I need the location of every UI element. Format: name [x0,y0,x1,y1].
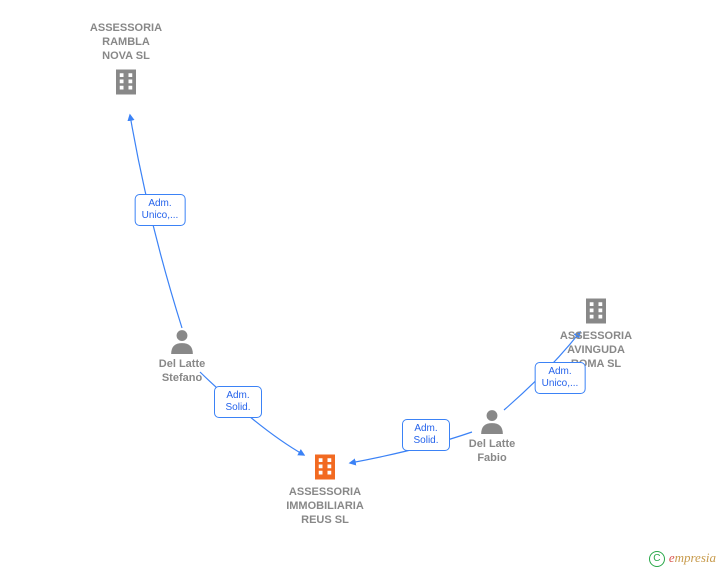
node-assessoria-rambla-nova[interactable]: ASSESSORIA RAMBLA NOVA SL [66,22,186,97]
edge-label: Adm. Unico,... [535,362,586,394]
edge-label: Adm. Solid. [214,386,262,418]
diagram-canvas: ASSESSORIA RAMBLA NOVA SL Del Latte Stef… [0,0,728,575]
node-del-latte-fabio[interactable]: Del Latte Fabio [432,406,552,466]
copyright-icon: C [649,551,665,567]
edge-label: Adm. Unico,... [135,194,186,226]
person-icon [479,406,505,436]
building-icon [111,67,141,97]
node-label: ASSESSORIA RAMBLA NOVA SL [66,22,186,63]
node-assessoria-immobiliaria-reus[interactable]: ASSESSORIA IMMOBILIARIA REUS SL [265,452,385,527]
edge-label: Adm. Solid. [402,419,450,451]
person-icon [169,326,195,356]
node-label: Del Latte Fabio [432,438,552,466]
node-label: ASSESSORIA IMMOBILIARIA REUS SL [265,486,385,527]
building-icon [310,452,340,482]
node-label: Del Latte Stefano [122,358,242,386]
copyright: Cempresia [649,550,716,567]
node-assessoria-avinguda-roma[interactable]: ASSESSORIA AVINGUDA ROMA SL [536,296,656,371]
building-icon [581,296,611,326]
node-del-latte-stefano[interactable]: Del Latte Stefano [122,326,242,386]
